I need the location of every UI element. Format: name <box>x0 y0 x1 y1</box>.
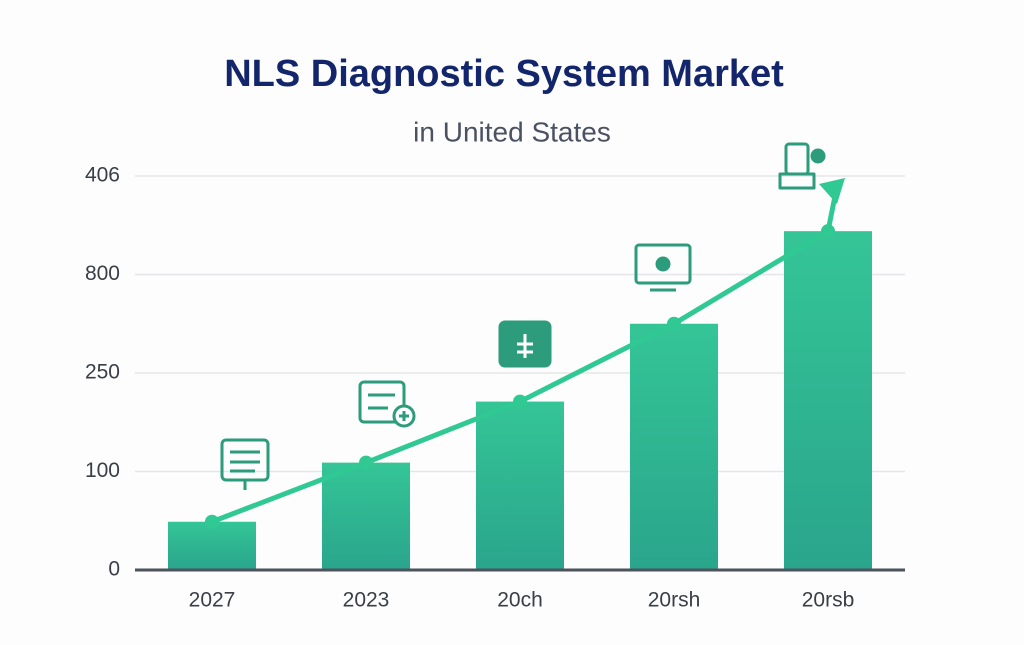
x-tick-label: 20ch <box>497 589 543 612</box>
x-tick-label: 20rsh <box>648 589 701 612</box>
trend-point <box>359 455 373 470</box>
trend-point <box>667 316 681 331</box>
y-tick-label: 406 <box>85 164 120 187</box>
y-tick-label: 800 <box>85 262 120 285</box>
x-tick-label: 2027 <box>189 589 236 612</box>
icon <box>358 380 416 428</box>
icon <box>498 320 552 368</box>
icon <box>634 243 692 292</box>
trend-point <box>205 514 219 529</box>
trend-point <box>513 394 527 409</box>
chart-subtitle: in United States <box>413 116 611 147</box>
x-tick-label: 20rsb <box>802 589 855 612</box>
chart-title: NLS Diagnostic System Market <box>224 53 784 95</box>
bar <box>168 521 256 570</box>
icon <box>778 142 826 190</box>
icons <box>220 142 826 490</box>
icon <box>220 438 270 490</box>
bar <box>322 462 410 570</box>
bar <box>630 323 718 570</box>
bar <box>476 401 564 570</box>
y-tick-label: 250 <box>85 361 120 384</box>
bar <box>784 231 872 570</box>
arrow-head <box>819 178 845 204</box>
y-tick-label: 100 <box>85 459 120 482</box>
x-tick-label: 2023 <box>343 589 390 612</box>
y-tick-label: 0 <box>108 558 120 581</box>
